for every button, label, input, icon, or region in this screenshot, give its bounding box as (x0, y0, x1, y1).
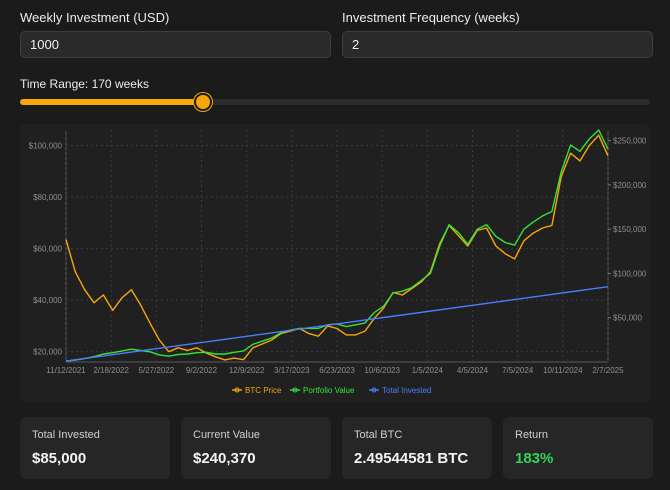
x-tick-label: 3/17/2023 (274, 366, 310, 375)
weekly-investment-label: Weekly Investment (USD) (20, 10, 170, 25)
time-range-label: Time Range: 170 weeks (20, 77, 149, 91)
y-left-tick-label: $40,000 (33, 296, 62, 305)
chart-panel: $20,000 $40,000 $60,000 $80,000 $100,000 $50… (20, 124, 650, 402)
legend-marker (292, 387, 298, 393)
y-left-tick-label: $20,000 (33, 348, 62, 357)
legend-marker (371, 387, 377, 393)
stat-label: Total Invested (32, 429, 100, 441)
x-tick-label: 1/5/2024 (412, 366, 444, 375)
x-tick-label: 10/6/2023 (364, 366, 400, 375)
investment-frequency-input[interactable] (342, 31, 653, 58)
legend-label: BTC Price (245, 386, 282, 395)
legend-item-btc-price: BTC Price (232, 386, 282, 395)
y-left-tick-label: $60,000 (33, 245, 62, 254)
stat-label: Current Value (193, 429, 261, 441)
x-tick-label: 7/5/2024 (502, 366, 534, 375)
legend-label: Total Invested (382, 386, 431, 395)
legend-label: Portfolio Value (303, 386, 355, 395)
x-tick-label: 10/11/2024 (543, 366, 583, 375)
stat-card-current-value: Current Value $240,370 (181, 417, 331, 479)
legend-marker (234, 387, 240, 393)
x-tick-label: 2/7/2025 (592, 366, 624, 375)
total-invested-line (65, 286, 609, 362)
y-right-tick-label: $50,000 (613, 314, 642, 323)
y-right-tick-label: $150,000 (613, 225, 647, 234)
x-tick-label: 5/27/2022 (139, 366, 175, 375)
legend-item-total-invested: Total Invested (369, 386, 431, 395)
time-range-slider-thumb[interactable] (193, 93, 212, 111)
x-tick-label: 2/18/2022 (93, 366, 129, 375)
x-tick-label: 9/2/2022 (186, 366, 218, 375)
stat-card-total-invested: Total Invested $85,000 (20, 417, 170, 479)
time-range-slider-fill (20, 99, 203, 105)
x-tick-label: 6/23/2023 (319, 366, 355, 375)
stat-card-return: Return 183% (503, 417, 653, 479)
investment-frequency-label: Investment Frequency (weeks) (342, 10, 520, 25)
time-range-slider[interactable] (20, 93, 650, 111)
stat-value: 2.49544581 BTC (354, 450, 469, 467)
x-tick-label: 12/9/2022 (229, 366, 265, 375)
stat-card-total-btc: Total BTC 2.49544581 BTC (342, 417, 492, 479)
stat-value: $85,000 (32, 450, 87, 467)
stat-label: Return (515, 429, 549, 441)
btc-price-line (65, 134, 609, 361)
y-left-tick-label: $100,000 (29, 141, 63, 150)
legend-item-portfolio-value: Portfolio Value (290, 386, 355, 395)
stat-value: $240,370 (193, 450, 256, 467)
y-right-tick-label: $100,000 (613, 269, 647, 278)
x-tick-label: 11/12/2021 (46, 366, 86, 375)
btc-dca-chart: $20,000 $40,000 $60,000 $80,000 $100,000 $50… (29, 129, 647, 395)
weekly-investment-input[interactable] (20, 31, 331, 58)
stat-label: Total BTC (354, 429, 403, 441)
y-left-tick-label: $80,000 (33, 193, 62, 202)
y-right-tick-label: $200,000 (613, 181, 647, 190)
y-right-tick-label: $250,000 (613, 137, 647, 146)
x-tick-label: 4/5/2024 (457, 366, 489, 375)
stat-value: 183% (515, 450, 554, 467)
